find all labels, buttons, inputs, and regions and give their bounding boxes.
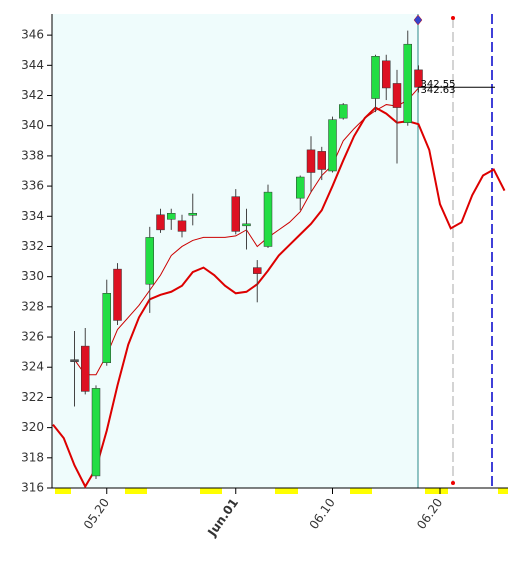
y-tick-label: 316	[21, 481, 44, 495]
y-tick-label: 326	[21, 330, 44, 344]
x-tick-label: 05.20	[81, 496, 112, 532]
candle-body	[113, 268, 122, 321]
y-tick-label: 330	[21, 269, 44, 283]
y-tick-label: 322	[21, 390, 44, 404]
y-tick-label: 338	[21, 148, 44, 162]
candle-body	[296, 176, 305, 199]
candle-body	[371, 56, 380, 99]
annotation: 342.55	[421, 79, 456, 90]
y-tick-label: 344	[21, 58, 44, 72]
candle-body	[102, 293, 111, 363]
marker-dot	[451, 481, 455, 485]
y-tick-label: 340	[21, 118, 44, 132]
y-tick-label: 318	[21, 450, 44, 464]
marker-diamond	[413, 14, 423, 26]
candle-body	[306, 149, 316, 173]
candle-body	[91, 388, 101, 477]
y-tick-label: 334	[21, 209, 44, 223]
x-tick-label: 06.10	[307, 496, 338, 532]
candle-body	[188, 213, 197, 216]
y-tick-label: 332	[21, 239, 44, 253]
y-tick-label: 320	[21, 420, 44, 434]
plot-background	[52, 14, 418, 488]
y-tick-label: 328	[21, 299, 44, 313]
candle-body	[253, 267, 262, 274]
x-tick-label: 06.20	[414, 496, 445, 532]
candle-body	[167, 213, 176, 220]
candle-body	[156, 214, 165, 231]
candle-body	[328, 119, 337, 172]
marker-dot	[451, 16, 455, 20]
candle-body	[177, 220, 187, 232]
candle-body	[145, 237, 154, 285]
candle-body	[70, 359, 79, 362]
candle-body	[392, 83, 402, 108]
candle-body	[382, 60, 391, 89]
ma-line	[52, 106, 506, 489]
candle-body	[339, 104, 348, 119]
candle-body	[242, 223, 251, 227]
y-tick-label: 336	[21, 179, 44, 193]
candle-body	[403, 43, 412, 123]
y-tick-label: 324	[21, 360, 44, 374]
y-tick-label: 342	[21, 88, 44, 102]
y-tick-label: 346	[21, 28, 44, 42]
candle-body	[81, 345, 90, 392]
weekend-markers	[55, 488, 508, 494]
candle-body	[263, 191, 273, 247]
annotation: 342.63	[421, 85, 456, 96]
candle-body	[317, 151, 326, 170]
x-tick-label: Jun.01	[204, 496, 241, 540]
candle-body	[231, 196, 240, 232]
